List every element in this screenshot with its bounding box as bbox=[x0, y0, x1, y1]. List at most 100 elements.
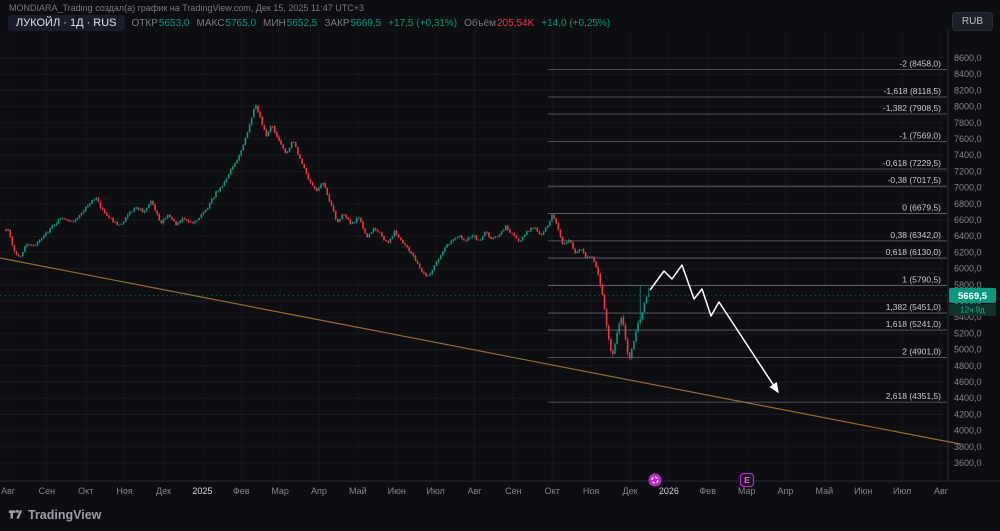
volume-value: 205,54K bbox=[497, 17, 535, 29]
price-axis-label: 5200,0 bbox=[954, 328, 982, 338]
earnings-marker-label: E bbox=[744, 475, 750, 485]
trendline-drawing[interactable] bbox=[0, 257, 961, 445]
time-axis-label: Сен bbox=[39, 486, 56, 496]
price-axis-label: 6600,0 bbox=[954, 215, 982, 225]
price-axis-label: 4000,0 bbox=[954, 426, 982, 436]
fib-level-label: -1 (7569,0) bbox=[899, 131, 941, 141]
price-axis-label: 3800,0 bbox=[954, 442, 982, 452]
fib-level-label: 1,618 (5241,0) bbox=[886, 319, 941, 329]
price-axis-label: 6400,0 bbox=[954, 231, 982, 241]
price-axis-label: 7800,0 bbox=[954, 118, 982, 128]
watermark-text: TradingView bbox=[28, 507, 102, 522]
time-axis-label: Окт bbox=[545, 486, 560, 496]
time-axis-label: Ноя bbox=[116, 486, 133, 496]
price-axis-label: 8400,0 bbox=[954, 69, 982, 79]
time-axis-label: Июл bbox=[893, 486, 911, 496]
event-marker-icon[interactable] bbox=[648, 473, 662, 487]
low-field: МИН 5652,5 bbox=[263, 18, 317, 29]
projection-arrow-drawing[interactable] bbox=[649, 264, 779, 394]
time-axis-label: Июн bbox=[388, 486, 406, 496]
time-axis-label: 2025 bbox=[192, 486, 212, 496]
time-axis-label: Окт bbox=[78, 486, 93, 496]
attribution-text: MONDIARA_Trading создал(а) график на Tra… bbox=[9, 3, 364, 13]
volume-label: Объём bbox=[464, 17, 496, 29]
time-axis-label: Апр bbox=[311, 486, 327, 496]
change-value: +17,5 (+0,31%) bbox=[388, 17, 458, 29]
chart-legend: ЛУКОЙЛ · 1Д · RUS ОТКР 5653,0 МАКС 5765,… bbox=[8, 15, 610, 31]
price-axis-label: 3600,0 bbox=[954, 458, 982, 468]
low-label: МИН bbox=[263, 17, 286, 29]
time-axis-label: Фев bbox=[233, 486, 250, 496]
price-axis-label: 5400,0 bbox=[954, 312, 982, 322]
price-axis-label: 4400,0 bbox=[954, 393, 982, 403]
price-axis-label: 7200,0 bbox=[954, 166, 982, 176]
time-axis-label: Июн bbox=[854, 486, 872, 496]
fib-level-label: 1,382 (5451,0) bbox=[886, 302, 941, 312]
fib-level-label: -1,382 (7908,5) bbox=[883, 103, 941, 113]
price-axis-label: 6200,0 bbox=[954, 247, 982, 257]
price-axis[interactable]: 8600,0 8400,0 8200,0 8000,0 7800,0 7600,0 7400… bbox=[954, 53, 982, 468]
price-axis-label: 6000,0 bbox=[954, 264, 982, 274]
time-axis-label: Мар bbox=[271, 486, 289, 496]
low-value: 5652,5 bbox=[286, 17, 318, 29]
time-axis-label: Авг bbox=[1, 486, 16, 496]
time-axis-label: Сен bbox=[505, 486, 522, 496]
fib-level-label: -0,618 (7229,5) bbox=[883, 158, 941, 168]
currency-button[interactable]: RUB bbox=[951, 12, 993, 31]
price-axis-label: 8600,0 bbox=[954, 53, 982, 63]
time-axis-label: Фев bbox=[699, 486, 716, 496]
symbol-pill[interactable]: ЛУКОЙЛ · 1Д · RUS bbox=[8, 15, 125, 31]
time-axis-label: Май bbox=[349, 486, 367, 496]
fib-level-label: 0,38 (6342,0) bbox=[890, 230, 941, 240]
time-axis-label: Апр bbox=[778, 486, 794, 496]
time-axis-label: Авг bbox=[467, 486, 482, 496]
fib-level-label: -1,618 (8118,5) bbox=[884, 86, 942, 96]
grid bbox=[0, 57, 948, 464]
price-badge: 5669,5 bbox=[949, 287, 996, 303]
price-axis-label: 5800,0 bbox=[954, 280, 982, 290]
fib-level-label: 2 (4901,0) bbox=[902, 347, 941, 357]
earnings-marker-icon[interactable]: E bbox=[739, 472, 755, 488]
close-value: 5669,5 bbox=[350, 17, 382, 29]
close-label: ЗАКР bbox=[324, 17, 350, 29]
time-axis-label: Июл bbox=[426, 486, 444, 496]
time-axis-label: Май bbox=[816, 486, 834, 496]
time-axis-label: Дек bbox=[622, 486, 637, 496]
price-axis-label: 4200,0 bbox=[954, 409, 982, 419]
price-axis-label: 4800,0 bbox=[954, 361, 982, 371]
price-axis-label: 4600,0 bbox=[954, 377, 982, 387]
price-axis-label: 5000,0 bbox=[954, 345, 982, 355]
candlestick-series[interactable] bbox=[5, 104, 650, 361]
open-field: ОТКР 5653,0 bbox=[132, 18, 190, 29]
fib-level-label: 2,618 (4351,5) bbox=[886, 391, 941, 401]
high-field: МАКС 5765,0 bbox=[197, 18, 257, 29]
price-axis-label: 8000,0 bbox=[954, 102, 982, 112]
price-axis-label: 7000,0 bbox=[954, 183, 982, 193]
price-axis-label: 7600,0 bbox=[954, 134, 982, 144]
fib-level-label: -0,38 (7017,5) bbox=[888, 175, 942, 185]
open-value: 5653,0 bbox=[158, 17, 190, 29]
tradingview-watermark[interactable]: TradingView bbox=[8, 507, 101, 522]
time-axis[interactable]: Авг Сен Окт Ноя Дек 2025 Фев Мар Апр Май Июн Июл Авг… bbox=[1, 486, 949, 496]
price-axis-label: 6800,0 bbox=[954, 199, 982, 209]
close-field: ЗАКР 5669,5 bbox=[324, 18, 381, 29]
fib-level-label: 1 (5790,5) bbox=[902, 275, 941, 285]
volume-change-value: +14,0 (+0,25%) bbox=[541, 17, 611, 29]
high-value: 5765,0 bbox=[225, 17, 257, 29]
tradingview-logo-icon bbox=[8, 509, 23, 519]
time-axis-label: 2026 bbox=[659, 486, 679, 496]
countdown-badge: 12ч 9д bbox=[949, 303, 996, 316]
high-label: МАКС bbox=[196, 17, 225, 29]
volume-field: Объём 205,54K bbox=[464, 18, 534, 29]
fib-level-label: 0,618 (6130,0) bbox=[886, 247, 941, 257]
time-axis-label: Ноя bbox=[583, 486, 600, 496]
time-axis-label: Авг bbox=[934, 486, 949, 496]
fib-level-label: -2 (8458,0) bbox=[899, 59, 941, 69]
time-axis-label: Дек bbox=[156, 486, 171, 496]
time-axis-label: Мар bbox=[738, 486, 756, 496]
fib-extension-drawing[interactable]: -2 (8458,0) -1,618 (8118,5) -1,382 (7908,5… bbox=[548, 59, 947, 403]
open-label: ОТКР bbox=[131, 17, 158, 29]
price-axis-label: 8200,0 bbox=[954, 85, 982, 95]
